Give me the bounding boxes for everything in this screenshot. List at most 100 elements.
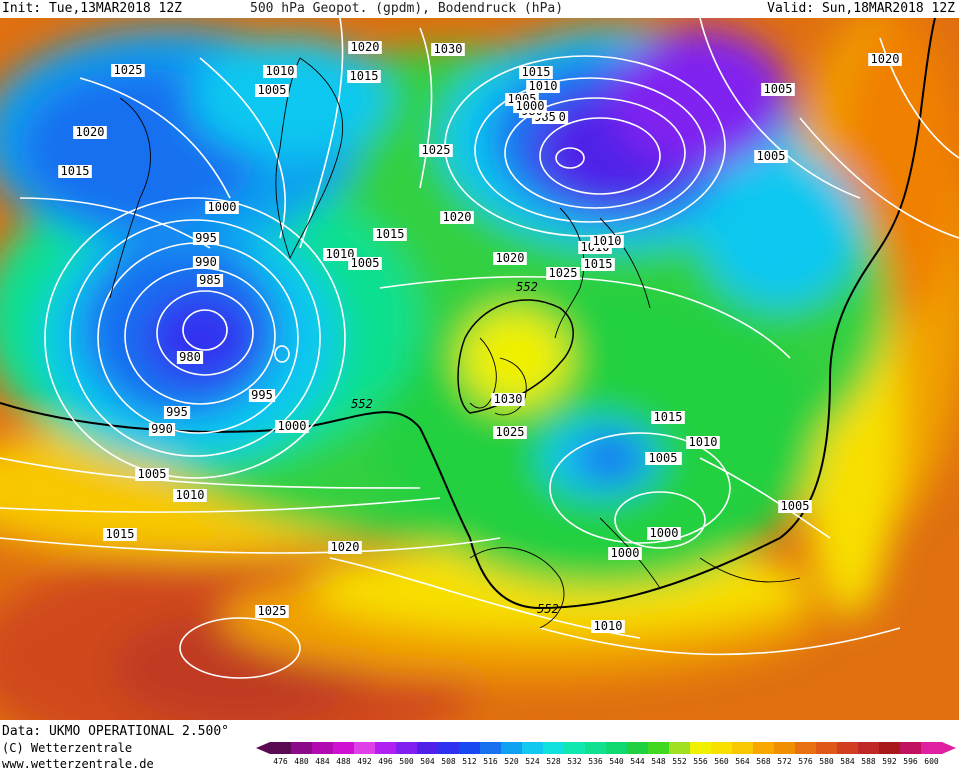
svg-text:1010: 1010	[689, 435, 718, 449]
init-time: Init: Tue,13MAR2018 12Z	[2, 1, 183, 16]
legend-value: 580	[819, 757, 834, 766]
legend-value: 572	[777, 757, 792, 766]
isobar-label: 1010	[686, 435, 720, 449]
isobar-label: 1015	[581, 257, 615, 271]
legend-value: 588	[861, 757, 876, 766]
legend-value: 520	[504, 757, 519, 766]
isobar-label: 1010	[590, 234, 624, 248]
legend-swatch	[627, 742, 649, 754]
svg-text:1010: 1010	[266, 64, 295, 78]
svg-text:1015: 1015	[522, 65, 551, 79]
isobar-label: 995	[192, 231, 220, 245]
legend-value: 516	[483, 757, 498, 766]
legend-value: 564	[735, 757, 750, 766]
legend-value: 480	[294, 757, 309, 766]
svg-text:1000: 1000	[611, 546, 640, 560]
svg-text:1025: 1025	[258, 604, 287, 618]
isobar-label: 1000	[205, 200, 239, 214]
svg-text:1015: 1015	[584, 257, 613, 271]
legend-value: 548	[651, 757, 666, 766]
legend-value: 596	[903, 757, 918, 766]
legend-swatch	[417, 742, 439, 754]
svg-text:1005: 1005	[764, 82, 793, 96]
svg-text:1015: 1015	[61, 164, 90, 178]
svg-text:1025: 1025	[549, 266, 578, 280]
isobar-label: 1015	[58, 164, 92, 178]
isobar-label: 1020	[348, 40, 382, 54]
svg-text:990: 990	[151, 422, 173, 436]
legend-swatch	[921, 742, 943, 754]
legend-swatch	[585, 742, 607, 754]
isobar-label: 1010	[591, 619, 625, 633]
isobar-label: 1005	[761, 82, 795, 96]
legend-swatch	[648, 742, 670, 754]
legend-value: 592	[882, 757, 897, 766]
legend-swatch	[795, 742, 817, 754]
legend-swatch	[858, 742, 880, 754]
map-footer: Data: UKMO OPERATIONAL 2.500° (C) Wetter…	[0, 720, 959, 771]
legend-value: 532	[567, 757, 582, 766]
isobar-label: 1015	[651, 410, 685, 424]
legend-value: 528	[546, 757, 561, 766]
isobar-label: 990	[192, 255, 220, 269]
isobar-label: 1000	[513, 99, 547, 113]
isobar-label: 1025	[546, 266, 580, 280]
svg-text:980: 980	[179, 350, 201, 364]
map-canvas: 1025102010151010100510009959909859801030…	[0, 18, 959, 720]
isobar-label: 1010	[173, 488, 207, 502]
legend-value: 508	[441, 757, 456, 766]
svg-text:1015: 1015	[654, 410, 683, 424]
svg-text:1010: 1010	[594, 619, 623, 633]
legend-value: 544	[630, 757, 645, 766]
legend-swatch	[543, 742, 565, 754]
svg-text:1005: 1005	[258, 83, 287, 97]
isobar-label: 1005	[754, 149, 788, 163]
isobar-label: 1005	[646, 451, 680, 465]
svg-text:1020: 1020	[443, 210, 472, 224]
svg-text:1005: 1005	[351, 256, 380, 270]
legend-swatch	[375, 742, 397, 754]
isobar-labels: 1025102010151010100510009959909859801030…	[58, 40, 902, 633]
svg-text:990: 990	[195, 255, 217, 269]
isobar-label: 980	[176, 350, 204, 364]
svg-text:1010: 1010	[529, 79, 558, 93]
legend-swatch	[270, 742, 292, 754]
svg-text:1025: 1025	[114, 63, 143, 77]
isobar-label: 1015	[103, 527, 137, 541]
isobar-label: 1005	[348, 256, 382, 270]
legend-swatch	[354, 742, 376, 754]
isobar-label: 1000	[608, 546, 642, 560]
svg-text:1025: 1025	[422, 143, 451, 157]
isobar-label: 1010	[263, 64, 297, 78]
svg-text:1020: 1020	[76, 125, 105, 139]
svg-text:1000: 1000	[650, 526, 679, 540]
isobar-label: 1025	[419, 143, 453, 157]
legend-swatch	[774, 742, 796, 754]
isobar-label: 1015	[519, 65, 553, 79]
coastlines	[109, 57, 801, 629]
legend-swatch	[879, 742, 901, 754]
svg-text:985: 985	[199, 273, 221, 287]
isobar-label: 1030	[491, 392, 525, 406]
svg-text:1015: 1015	[376, 227, 405, 241]
legend-value: 492	[357, 757, 372, 766]
weather-map: 1025 1020 1015 1010 1005 1000 995 990 985 980 1030…	[0, 18, 959, 720]
svg-text:1005: 1005	[138, 467, 167, 481]
isobar-label: 1000	[647, 526, 681, 540]
legend-swatch	[900, 742, 922, 754]
svg-text:1005: 1005	[781, 499, 810, 513]
legend-swatch	[480, 742, 502, 754]
legend-value: 500	[399, 757, 414, 766]
legend-swatch	[732, 742, 754, 754]
legend-swatch	[291, 742, 313, 754]
legend-value: 484	[315, 757, 330, 766]
isohypse-label: 552	[351, 397, 373, 411]
svg-text:1010: 1010	[593, 234, 622, 248]
svg-text:995: 995	[195, 231, 217, 245]
legend-swatch	[753, 742, 775, 754]
legend-swatch	[564, 742, 586, 754]
legend-value: 560	[714, 757, 729, 766]
svg-text:1020: 1020	[496, 251, 525, 265]
legend-value: 552	[672, 757, 687, 766]
svg-text:1000: 1000	[278, 419, 307, 433]
